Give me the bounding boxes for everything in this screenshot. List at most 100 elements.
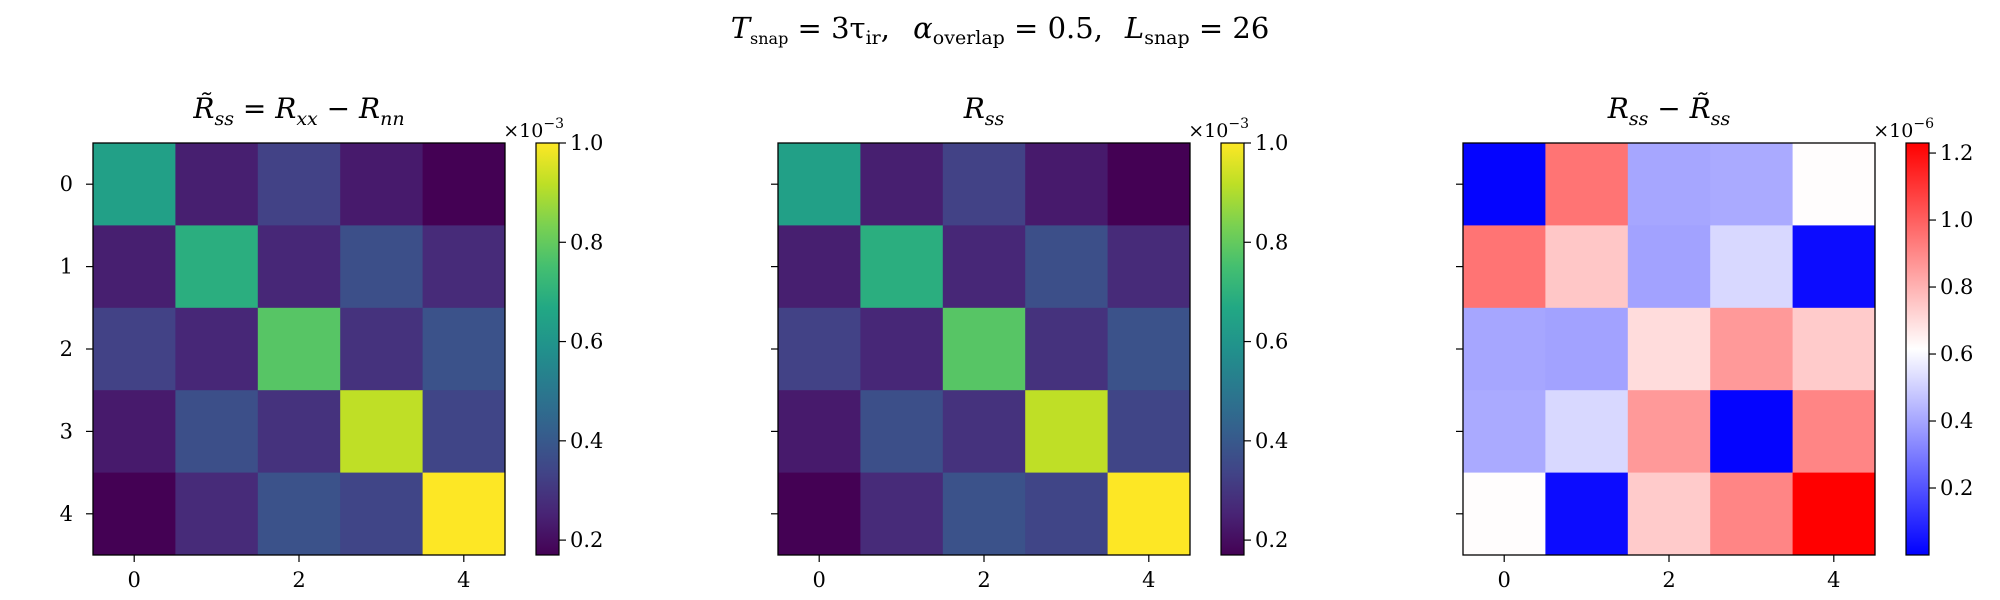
heatmap-cell [1025, 472, 1109, 556]
heatmap-cell [1025, 225, 1109, 309]
heatmap-cell [778, 390, 861, 474]
heatmap-cell [778, 307, 861, 391]
heatmap-cell [778, 143, 861, 226]
colorbar-tick-label: 0.2 [1255, 528, 1288, 552]
panel-title: Rss − R̃ss [1607, 92, 1731, 130]
exponent-power: −3 [543, 116, 564, 132]
heatmap-cell [1545, 472, 1629, 556]
heatmap-cell [778, 225, 861, 309]
heatmap-cell [860, 472, 944, 556]
heatmap-cell [1710, 225, 1794, 309]
colorbar-tick-label: 0.2 [1940, 476, 1973, 500]
colorbar-tick-label: 0.8 [1940, 275, 1973, 299]
colorbar-exponent-label: ×10−3 [503, 116, 564, 142]
heatmap-cell [942, 472, 1026, 556]
colorbar-tick-label: 0.8 [1255, 230, 1288, 254]
y-tick-label: 0 [60, 172, 73, 196]
title-subscript: ss [214, 108, 234, 130]
title-subscript: ss [1629, 108, 1649, 130]
heatmap-cell [1463, 307, 1546, 391]
colorbar-tick-label: 0.4 [1255, 429, 1288, 453]
panel-title: Rss [963, 92, 1005, 130]
x-tick-label: 2 [292, 568, 305, 592]
colorbar-tick-label: 0.6 [1940, 342, 1973, 366]
heatmap-cell [1463, 390, 1546, 474]
heatmap-cell [1107, 307, 1191, 391]
x-tick-label: 2 [1662, 568, 1675, 592]
title-part: − R̃ [1648, 92, 1710, 125]
heatmap-cell [1107, 472, 1191, 556]
heatmap-cell [1627, 390, 1711, 474]
heatmap-cell [1463, 225, 1546, 309]
heatmap-cell [942, 390, 1026, 474]
heatmap-cell [1463, 472, 1546, 556]
heatmap-cell [1627, 472, 1711, 556]
heatmap-cell [1627, 307, 1711, 391]
heatmap-cell [340, 472, 424, 556]
heatmap-cell [422, 225, 506, 309]
title-subscript: ss [985, 108, 1005, 130]
heatmap-cell [257, 307, 341, 391]
heatmap-cell [1792, 143, 1876, 226]
title-subscript: nn [380, 108, 404, 130]
colorbar-tick-label: 1.0 [1255, 131, 1288, 155]
heatmap-cell [860, 307, 944, 391]
y-tick-label: 1 [60, 255, 73, 279]
heatmap-cell [175, 225, 259, 309]
heatmap-cell [1107, 390, 1191, 474]
title-part: R [1607, 92, 1629, 125]
suptitle-a-symbol: α [913, 11, 933, 45]
heatmap-cell [340, 225, 424, 309]
heatmap-cell [422, 307, 506, 391]
heatmap-cell [93, 143, 176, 226]
suptitle-t-value: = 3τ [788, 11, 865, 45]
heatmap-cell [422, 472, 506, 556]
title-part: R [963, 92, 985, 125]
heatmap-cell [778, 472, 861, 556]
heatmap-cell [340, 143, 424, 226]
heatmap-cell [175, 307, 259, 391]
heatmap-cell [422, 390, 506, 474]
heatmap-cell [1107, 225, 1191, 309]
heatmap-cell [1025, 307, 1109, 391]
colorbar-tick-label: 1.0 [1940, 208, 1973, 232]
title-part: − R [318, 92, 380, 125]
suptitle-t-value-sub: ir [866, 27, 882, 49]
colorbar-exponent-label: ×10−3 [1188, 116, 1249, 142]
heatmap-cell [1025, 390, 1109, 474]
heatmap-cell [257, 390, 341, 474]
suptitle-l-value: = 26 [1190, 11, 1270, 45]
heatmap-cell [1545, 390, 1629, 474]
colorbar-exponent-label: ×10−6 [1873, 116, 1934, 142]
title-part: = R [234, 92, 296, 125]
heatmap-cell [1710, 143, 1794, 226]
colorbar: 0.20.40.60.81.0×10−3 [503, 116, 603, 556]
colorbar-tick-label: 1.2 [1940, 141, 1973, 165]
panel-title: R̃ss = Rxx − Rnn [192, 92, 404, 130]
heatmap-panel-3: Rss − R̃ss0 2 40.20.40.60.81.01.2×10−6 [1456, 92, 1973, 592]
colorbar-tick-label: 0.4 [570, 429, 603, 453]
heatmap-cell [942, 307, 1026, 391]
x-tick-label: 4 [1142, 568, 1155, 592]
heatmap-cell [175, 472, 259, 556]
colorbar-tick-label: 0.2 [570, 528, 603, 552]
colorbar-tick-label: 0.8 [570, 230, 603, 254]
heatmap-cell [1710, 390, 1794, 474]
x-tick-label: 0 [128, 568, 141, 592]
suptitle-a-sub: overlap [933, 27, 1005, 49]
heatmap-cell [93, 225, 176, 309]
heatmap-cell [1710, 307, 1794, 391]
heatmap-cell [93, 307, 176, 391]
heatmap-cell [942, 225, 1026, 309]
heatmap-cell [340, 390, 424, 474]
colorbar: 0.20.40.60.81.0×10−3 [1188, 116, 1288, 556]
exponent-base: ×10 [1188, 120, 1228, 142]
suptitle-l-sub: snap [1144, 27, 1189, 49]
heatmap-cell [1545, 143, 1629, 226]
heatmap-cell [1025, 143, 1109, 226]
y-tick-label: 3 [60, 419, 73, 443]
